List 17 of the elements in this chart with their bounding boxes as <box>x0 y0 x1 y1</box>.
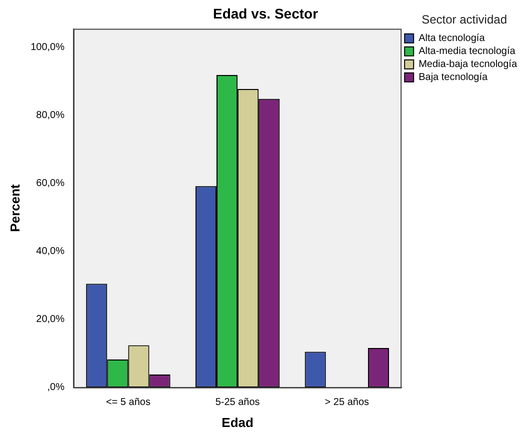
y-axis-title: Percent <box>7 184 22 232</box>
x-tick-label: > 25 años <box>324 397 370 408</box>
y-tick-label: 100,0% <box>30 42 65 54</box>
y-tick-label: 60,0% <box>36 178 65 190</box>
legend-title: Sector actividad <box>422 12 507 26</box>
y-tick-label: 20,0% <box>36 314 65 326</box>
legend-label: Alta-media tecnología <box>418 46 516 58</box>
legend-label: Alta tecnología <box>418 33 486 44</box>
x-tick-label: <= 5 años <box>106 397 150 408</box>
legend-label: Baja tecnología <box>418 72 488 84</box>
y-tick-label: 40,0% <box>36 246 65 258</box>
legend-label: Media-baja tecnología <box>418 59 518 70</box>
y-tick-label: ,0% <box>47 382 65 394</box>
x-tick-label: 5-25 años <box>215 397 260 408</box>
chart-title: Edad vs. Sector <box>212 5 319 22</box>
y-tick-label: 80,0% <box>36 110 65 122</box>
x-axis-title: Edad <box>222 414 254 430</box>
